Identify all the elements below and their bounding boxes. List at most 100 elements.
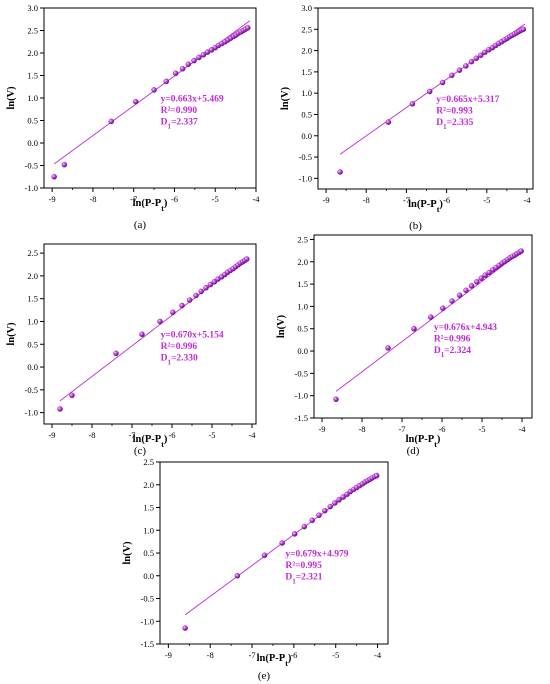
x-tick-label: -5 xyxy=(483,195,490,205)
x-tick-label: -7 xyxy=(128,430,135,440)
data-point xyxy=(203,284,209,291)
data-point xyxy=(245,25,251,31)
data-point xyxy=(132,98,139,105)
y-tick-label: -0.5 xyxy=(25,385,38,395)
y-axis-label: ln(V) xyxy=(122,541,133,565)
y-tick-label: 2.0 xyxy=(27,271,38,281)
y-tick-label: 0.0 xyxy=(27,138,38,148)
y-tick-label: 2.5 xyxy=(301,24,312,34)
x-axis-label: ln(P-Pt) xyxy=(257,653,292,668)
fit-annotation-line: y=0.670x+5.154 xyxy=(161,331,224,341)
x-tick-label: -4 xyxy=(518,424,526,434)
y-tick-label: 1.5 xyxy=(143,503,154,513)
y-tick-label: 0.0 xyxy=(297,346,308,356)
data-point xyxy=(473,55,480,62)
x-tick-label: -9 xyxy=(322,195,329,205)
y-axis-label: ln(V) xyxy=(6,86,17,110)
data-point xyxy=(57,406,63,412)
panel-b: -9 -8 -7 -6 -5 -4 -1.0 -0.5 0.0 0.5 1.0 1.5 2.0 2.5 3.… xyxy=(280,3,534,232)
data-point xyxy=(456,67,463,73)
data-point xyxy=(69,392,75,399)
plot-frame xyxy=(43,243,257,425)
data-point xyxy=(157,318,163,325)
panel-label: (d) xyxy=(407,445,420,457)
data-point xyxy=(234,573,241,579)
x-tick-label: -7 xyxy=(403,195,410,205)
x-tick-label: -9 xyxy=(48,430,55,440)
y-tick-label: 0.5 xyxy=(143,548,154,558)
x-tick-label: -7 xyxy=(130,194,137,204)
data-point xyxy=(409,101,416,107)
data-point xyxy=(468,283,475,289)
data-point xyxy=(301,523,308,530)
fit-annotation-line: D1=2.324 xyxy=(434,346,471,359)
data-point xyxy=(440,305,446,311)
y-tick-label: 2.0 xyxy=(301,46,312,56)
y-tick-label: 2.5 xyxy=(143,457,154,467)
y-tick-label: 2.5 xyxy=(297,234,308,244)
y-tick-label: 0.5 xyxy=(301,109,312,119)
x-tick-label: -6 xyxy=(443,195,450,205)
y-tick-label: -0.5 xyxy=(25,161,38,171)
plot-frame xyxy=(313,234,533,419)
data-point xyxy=(426,88,433,95)
data-point xyxy=(468,58,475,65)
x-tick-label: -4 xyxy=(523,195,531,205)
x-axis-label: ln(P-Pt) xyxy=(406,434,441,449)
data-point xyxy=(411,325,417,332)
data-point xyxy=(139,331,145,337)
fit-annotation-line: y=0.665x+5.317 xyxy=(436,95,499,105)
y-tick-label: -1.0 xyxy=(25,408,38,418)
data-point xyxy=(478,52,484,59)
panel-c: -9 -8 -7 -6 -5 -4 -1.0 -0.5 0.0 0.5 1.0 1.5 2.0 2.5 ln… xyxy=(6,243,257,457)
data-point xyxy=(463,287,469,294)
fit-annotation-line: R²=0.995 xyxy=(285,561,322,571)
panel-e: -9 -8 -7 -6 -5 -4 -1.5 -1.0 -0.5 0.0 0.5 1.0 1.5 2.0 2… xyxy=(122,457,389,682)
y-tick-label: 1.0 xyxy=(27,316,38,326)
panel-d: -9 -8 -7 -6 -5 -4 -1.5 -1.0 -0.5 0.0 0.5 1.0 1.5 2.0 2… xyxy=(276,234,533,457)
y-tick-label: 1.0 xyxy=(143,525,154,535)
data-point xyxy=(336,497,342,503)
panel-a: -9 -8 -7 -6 -5 -4 -1.0 -0.5 0.0 0.5 1.0 1.5 2.0 2.5 3.… xyxy=(6,3,260,231)
y-tick-label: 2.0 xyxy=(297,257,308,267)
data-point xyxy=(340,494,346,500)
panel-label: (c) xyxy=(134,445,147,457)
x-tick-label: -8 xyxy=(358,424,365,434)
data-point xyxy=(279,540,285,546)
fit-annotation-line: y=0.676x+4.943 xyxy=(434,323,497,333)
y-tick-label: 1.0 xyxy=(301,88,312,98)
fit-annotation-line: R²=0.990 xyxy=(161,106,198,116)
x-tick-label: -7 xyxy=(398,424,405,434)
y-tick-label: -1.0 xyxy=(295,391,308,401)
x-tick-label: -6 xyxy=(171,194,178,204)
fit-annotation-line: D1=2.335 xyxy=(436,118,473,131)
data-point xyxy=(385,119,392,125)
data-point xyxy=(170,309,176,316)
data-point xyxy=(113,350,119,357)
fit-annotation-line: D1=2.321 xyxy=(285,573,322,586)
x-tick-label: -5 xyxy=(332,650,339,660)
y-axis-label: ln(V) xyxy=(276,314,287,338)
data-point xyxy=(449,298,455,304)
y-tick-label: -0.5 xyxy=(295,368,308,378)
data-point xyxy=(456,292,463,299)
data-point xyxy=(261,552,268,559)
x-tick-label: -6 xyxy=(438,424,445,434)
data-point xyxy=(196,54,202,61)
fit-annotation-line: y=0.663x+5.469 xyxy=(161,95,224,105)
data-point xyxy=(179,302,185,309)
y-tick-label: 1.0 xyxy=(27,93,38,103)
y-axis-label: ln(V) xyxy=(6,322,17,346)
data-point xyxy=(478,275,484,282)
x-tick-label: -7 xyxy=(248,650,255,660)
panel-label: (a) xyxy=(134,219,147,231)
data-point xyxy=(309,517,316,523)
y-tick-label: 0.0 xyxy=(301,131,312,141)
y-tick-label: 1.5 xyxy=(27,71,38,81)
data-point xyxy=(108,118,115,125)
data-point xyxy=(482,272,488,278)
plot-frame xyxy=(317,7,534,190)
x-tick-label: -4 xyxy=(374,650,382,660)
y-tick-label: -1.0 xyxy=(141,616,154,626)
y-tick-label: 0.0 xyxy=(143,571,154,581)
